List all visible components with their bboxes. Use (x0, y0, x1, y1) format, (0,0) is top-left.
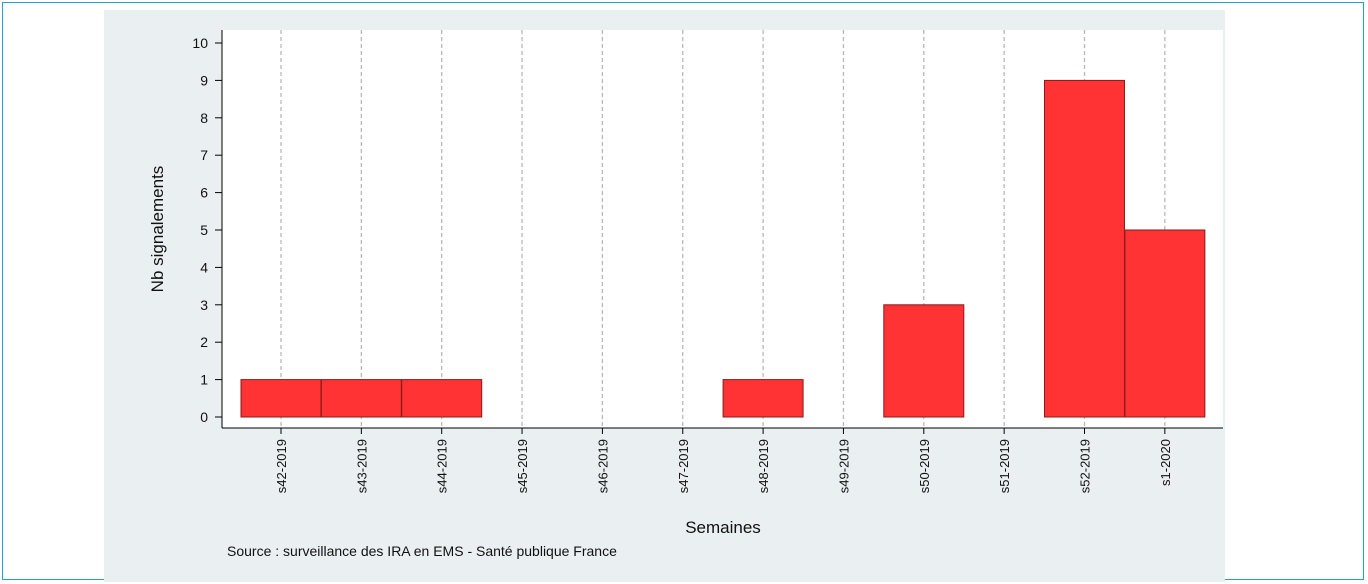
bar (320, 379, 402, 418)
y-tick-label: 2 (200, 334, 208, 350)
y-tick-label: 4 (200, 259, 208, 275)
x-axis-label: Semaines (685, 518, 761, 537)
y-tick-label: 0 (200, 409, 208, 425)
bar (401, 379, 483, 418)
y-tick-label: 5 (200, 222, 208, 238)
x-tick-label: s45-2019 (515, 439, 530, 493)
x-tick-label: s43-2019 (354, 439, 369, 493)
axes (221, 30, 1223, 429)
y-tick-label: 9 (200, 72, 208, 88)
x-tick-label: s42-2019 (274, 439, 289, 493)
x-tick-label: s46-2019 (595, 439, 610, 493)
bar (1044, 79, 1125, 418)
x-ticks: s42-2019 s43-2019 s44-2019 s45-2019 s46-2019… (274, 428, 1173, 493)
y-tick-label: 8 (200, 110, 208, 126)
bars (240, 79, 1206, 418)
x-tick-label: s51-2019 (997, 439, 1012, 493)
x-tick-label: s49-2019 (836, 439, 851, 493)
y-tick-label: 1 (200, 372, 208, 388)
x-tick-label: s1-2020 (1158, 439, 1173, 486)
x-tick-label: s48-2019 (756, 439, 771, 493)
x-tick-label: s47-2019 (676, 439, 691, 493)
bar (1124, 229, 1206, 418)
bar (883, 304, 965, 418)
x-tick-label: s52-2019 (1078, 439, 1093, 493)
source-note: Source : surveillance des IRA en EMS - S… (227, 543, 617, 559)
y-tick-label: 10 (192, 35, 208, 51)
y-tick-label: 6 (200, 185, 208, 201)
y-tick-label: 3 (200, 297, 208, 313)
x-tick-label: s50-2019 (917, 439, 932, 493)
y-ticks: 0 1 2 3 4 5 6 7 8 9 10 (192, 35, 222, 425)
x-tick-label: s44-2019 (435, 439, 450, 493)
bar (722, 379, 804, 418)
bar (240, 379, 322, 418)
y-axis-label: Nb signalements (148, 166, 167, 293)
y-tick-label: 7 (200, 147, 208, 163)
